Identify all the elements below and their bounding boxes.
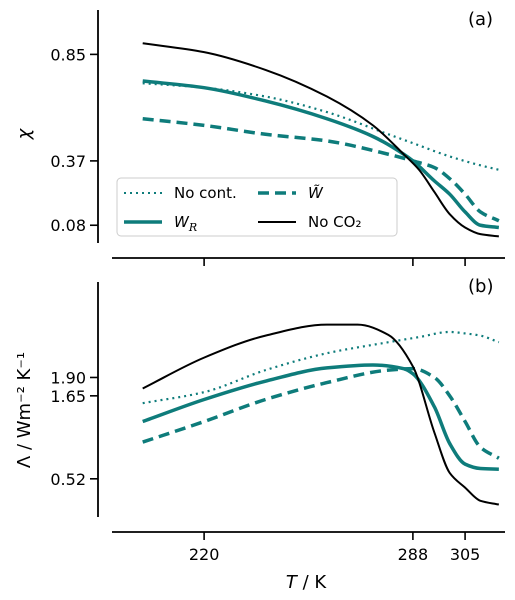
panel-b-ytick-label-2: 1.90 bbox=[50, 368, 86, 387]
panel-a-ylabel: χ bbox=[14, 127, 35, 140]
panel-b: (b) Λ / Wm⁻² K⁻¹ T / K 0.521.651.90 220 2… bbox=[14, 276, 505, 593]
panel-b-series-no-co-3 bbox=[142, 323, 500, 506]
panel-b-yticks: 0.52 1.651.90 bbox=[50, 368, 98, 489]
panel-b-xtick-label-2: 305 bbox=[450, 545, 481, 564]
panel-b-ytick-label-0: 0.52 bbox=[50, 470, 86, 489]
legend-frame bbox=[116, 177, 398, 237]
panel-a-ytick-label-1: 0.37 bbox=[50, 152, 86, 171]
panel-b-xtick-label-1: 288 bbox=[398, 545, 429, 564]
panel-a-ytick-label-2: 0.85 bbox=[50, 45, 86, 64]
panel-a-ytick-label-0: 0.08 bbox=[50, 216, 86, 235]
panel-a-xticks bbox=[203, 258, 466, 266]
panel-a: (a) χ 0.08 0.37 0.85 No cont. W̃ WR No CO₂ bbox=[14, 9, 505, 266]
panel-b-xtick-label-0: 220 bbox=[189, 545, 220, 564]
panel-b-xticks: 220 288 305 bbox=[189, 532, 481, 564]
panel-b-xlabel: T / K bbox=[286, 572, 328, 593]
panel-b-ytick-label-1: 1.65 bbox=[50, 387, 86, 406]
legend: No cont. W̃ WR No CO₂ bbox=[116, 177, 398, 237]
legend-label-no-cont: No cont. bbox=[174, 184, 237, 202]
legend-label-w-tilde: W̃ bbox=[308, 183, 324, 202]
panel-b-series-w-r-1 bbox=[142, 363, 499, 472]
panel-b-ylabel: Λ / Wm⁻² K⁻¹ bbox=[14, 352, 35, 468]
panel-b-series bbox=[142, 323, 500, 506]
legend-label-no-co2: No CO₂ bbox=[308, 213, 361, 231]
panel-b-label: (b) bbox=[468, 276, 493, 297]
panel-a-yticks: 0.08 0.37 0.85 bbox=[50, 45, 98, 235]
panel-a-series-no-cont-0 bbox=[142, 82, 500, 171]
panel-a-series-no-co-3 bbox=[142, 42, 499, 238]
panel-a-series bbox=[142, 42, 500, 238]
panel-a-series-w-2 bbox=[142, 116, 500, 223]
panel-b-series-w-2 bbox=[142, 366, 500, 460]
legend-label-w-r: WR bbox=[174, 213, 197, 234]
panel-a-label: (a) bbox=[468, 9, 493, 30]
